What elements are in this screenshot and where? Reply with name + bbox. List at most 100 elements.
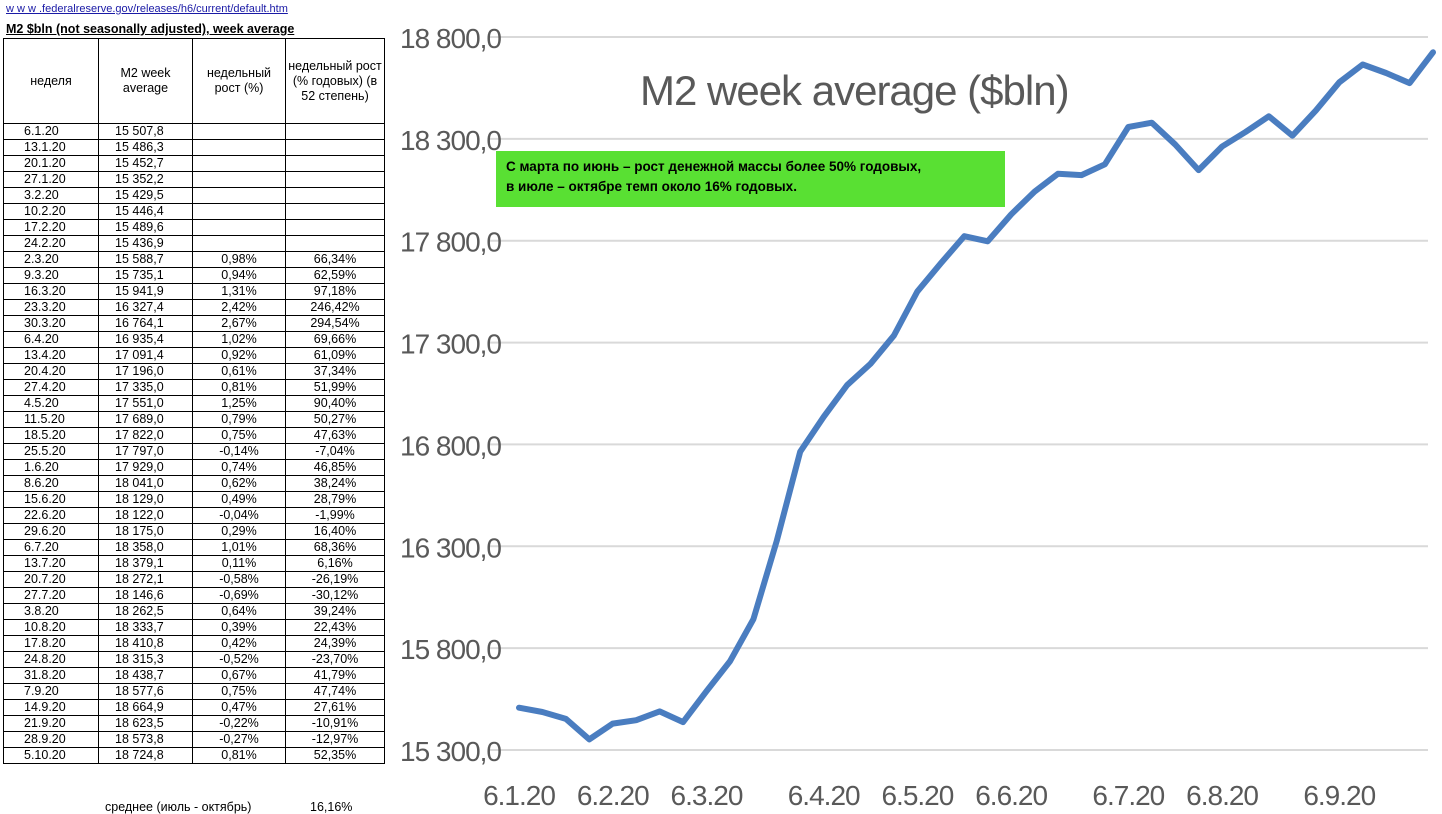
cell-m2[interactable]: 18 122,0 [98,507,193,524]
cell-annualized-growth[interactable]: 47,74% [285,683,385,700]
cell-m2[interactable]: 17 822,0 [98,427,193,444]
cell-week[interactable]: 17.8.20 [3,635,99,652]
cell-week[interactable]: 13.1.20 [3,139,99,156]
cell-weekly-growth[interactable]: 0,98% [192,251,286,268]
cell-m2[interactable]: 18 272,1 [98,571,193,588]
cell-weekly-growth[interactable]: -0,04% [192,507,286,524]
cell-weekly-growth[interactable]: 0,75% [192,427,286,444]
cell-m2[interactable]: 17 335,0 [98,379,193,396]
cell-m2[interactable]: 18 315,3 [98,651,193,668]
cell-m2[interactable]: 18 438,7 [98,667,193,684]
cell-m2[interactable]: 18 175,0 [98,523,193,540]
cell-m2[interactable]: 17 797,0 [98,443,193,460]
cell-week[interactable]: 8.6.20 [3,475,99,492]
cell-annualized-growth[interactable]: 90,40% [285,395,385,412]
cell-annualized-growth[interactable]: 69,66% [285,331,385,348]
cell-weekly-growth[interactable]: -0,58% [192,571,286,588]
cell-week[interactable]: 27.7.20 [3,587,99,604]
cell-annualized-growth[interactable] [285,155,385,172]
cell-week[interactable]: 15.6.20 [3,491,99,508]
cell-m2[interactable]: 18 573,8 [98,731,193,748]
cell-m2[interactable]: 15 486,3 [98,139,193,156]
cell-weekly-growth[interactable]: 1,01% [192,539,286,556]
col-header-week[interactable]: неделя [3,38,99,124]
cell-week[interactable]: 14.9.20 [3,699,99,716]
cell-weekly-growth[interactable]: 0,11% [192,555,286,572]
cell-weekly-growth[interactable]: 2,42% [192,299,286,316]
cell-weekly-growth[interactable]: 1,31% [192,283,286,300]
cell-week[interactable]: 20.4.20 [3,363,99,380]
cell-annualized-growth[interactable]: 68,36% [285,539,385,556]
cell-m2[interactable]: 16 935,4 [98,331,193,348]
cell-weekly-growth[interactable]: 0,67% [192,667,286,684]
cell-annualized-growth[interactable] [285,187,385,204]
cell-weekly-growth[interactable] [192,155,286,172]
cell-annualized-growth[interactable] [285,171,385,188]
cell-week[interactable]: 28.9.20 [3,731,99,748]
cell-annualized-growth[interactable]: -7,04% [285,443,385,460]
cell-m2[interactable]: 16 764,1 [98,315,193,332]
cell-annualized-growth[interactable] [285,219,385,236]
cell-m2[interactable]: 16 327,4 [98,299,193,316]
cell-annualized-growth[interactable]: -1,99% [285,507,385,524]
cell-annualized-growth[interactable]: 38,24% [285,475,385,492]
cell-annualized-growth[interactable]: 52,35% [285,747,385,764]
cell-annualized-growth[interactable]: -30,12% [285,587,385,604]
cell-weekly-growth[interactable] [192,235,286,252]
cell-week[interactable]: 5.10.20 [3,747,99,764]
cell-m2[interactable]: 15 446,4 [98,203,193,220]
cell-week[interactable]: 6.7.20 [3,539,99,556]
cell-weekly-growth[interactable]: 0,75% [192,683,286,700]
cell-weekly-growth[interactable]: -0,22% [192,715,286,732]
cell-m2[interactable]: 15 507,8 [98,123,193,140]
cell-week[interactable]: 13.4.20 [3,347,99,364]
cell-m2[interactable]: 17 091,4 [98,347,193,364]
cell-weekly-growth[interactable]: 0,74% [192,459,286,476]
cell-annualized-growth[interactable] [285,235,385,252]
cell-annualized-growth[interactable]: -10,91% [285,715,385,732]
cell-m2[interactable]: 18 333,7 [98,619,193,636]
cell-m2[interactable]: 18 724,8 [98,747,193,764]
cell-annualized-growth[interactable]: 24,39% [285,635,385,652]
cell-m2[interactable]: 18 262,5 [98,603,193,620]
cell-m2[interactable]: 17 196,0 [98,363,193,380]
cell-annualized-growth[interactable]: 66,34% [285,251,385,268]
cell-m2[interactable]: 17 551,0 [98,395,193,412]
cell-m2[interactable]: 18 577,6 [98,683,193,700]
cell-weekly-growth[interactable]: -0,14% [192,443,286,460]
cell-week[interactable]: 30.3.20 [3,315,99,332]
cell-weekly-growth[interactable]: -0,52% [192,651,286,668]
cell-annualized-growth[interactable]: 51,99% [285,379,385,396]
cell-weekly-growth[interactable]: 0,42% [192,635,286,652]
cell-week[interactable]: 20.1.20 [3,155,99,172]
cell-annualized-growth[interactable] [285,139,385,156]
cell-weekly-growth[interactable] [192,203,286,220]
cell-weekly-growth[interactable]: 2,67% [192,315,286,332]
cell-annualized-growth[interactable] [285,123,385,140]
cell-m2[interactable]: 15 452,7 [98,155,193,172]
cell-m2[interactable]: 18 623,5 [98,715,193,732]
cell-annualized-growth[interactable]: 16,40% [285,523,385,540]
cell-annualized-growth[interactable]: 294,54% [285,315,385,332]
cell-week[interactable]: 11.5.20 [3,411,99,428]
cell-weekly-growth[interactable]: 0,81% [192,747,286,764]
cell-week[interactable]: 10.2.20 [3,203,99,220]
cell-annualized-growth[interactable]: 6,16% [285,555,385,572]
cell-week[interactable]: 10.8.20 [3,619,99,636]
cell-week[interactable]: 3.2.20 [3,187,99,204]
cell-m2[interactable]: 15 588,7 [98,251,193,268]
cell-annualized-growth[interactable]: 46,85% [285,459,385,476]
cell-m2[interactable]: 18 146,6 [98,587,193,604]
cell-week[interactable]: 2.3.20 [3,251,99,268]
cell-annualized-growth[interactable]: 41,79% [285,667,385,684]
cell-annualized-growth[interactable]: 50,27% [285,411,385,428]
cell-weekly-growth[interactable]: 0,64% [192,603,286,620]
cell-annualized-growth[interactable]: 27,61% [285,699,385,716]
cell-weekly-growth[interactable]: 0,49% [192,491,286,508]
cell-weekly-growth[interactable]: -0,69% [192,587,286,604]
cell-m2[interactable]: 17 929,0 [98,459,193,476]
cell-weekly-growth[interactable] [192,187,286,204]
cell-weekly-growth[interactable]: 0,29% [192,523,286,540]
cell-m2[interactable]: 18 041,0 [98,475,193,492]
cell-week[interactable]: 16.3.20 [3,283,99,300]
